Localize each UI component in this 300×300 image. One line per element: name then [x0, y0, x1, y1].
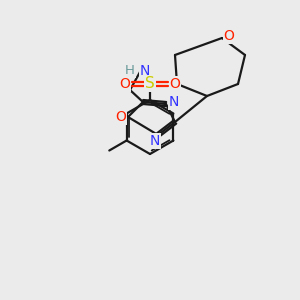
Text: O: O	[169, 77, 180, 91]
Text: O: O	[224, 29, 234, 43]
Text: N: N	[169, 95, 179, 109]
Text: O: O	[120, 77, 130, 91]
Text: H: H	[125, 64, 135, 77]
Text: S: S	[145, 76, 155, 92]
Text: N: N	[150, 134, 160, 148]
Text: O: O	[116, 110, 126, 124]
Text: N: N	[140, 64, 150, 78]
